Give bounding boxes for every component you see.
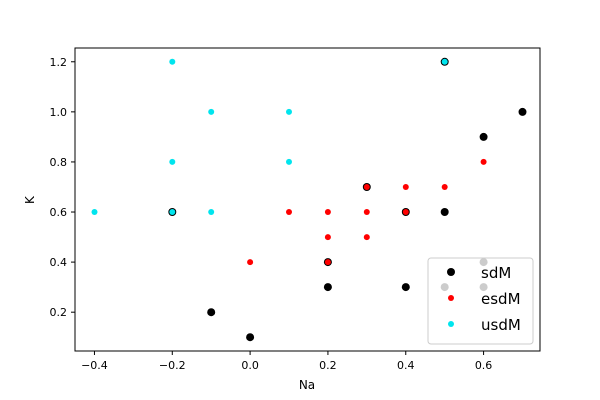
- y-tick-label: 1.2: [50, 56, 68, 69]
- y-tick-label: 1.0: [50, 106, 68, 119]
- data-point: [402, 209, 409, 215]
- plot-frame: [74, 47, 541, 352]
- y-tick-label: 0.2: [50, 306, 68, 319]
- legend-marker: [448, 295, 454, 301]
- x-tick-label: 0.2: [319, 359, 337, 372]
- data-point: [441, 58, 448, 65]
- x-tick-label: 0.0: [241, 359, 259, 372]
- data-point: [479, 132, 488, 141]
- x-axis-ticks: −0.4 −0.2 0.0 0.2 0.4 0.6: [81, 351, 492, 372]
- data-point: [363, 209, 370, 215]
- data-point: [286, 108, 292, 115]
- x-tick-label: 0.6: [475, 359, 493, 372]
- legend-label: esdM: [481, 290, 521, 308]
- legend-marker: [447, 268, 455, 276]
- data-point: [401, 283, 410, 292]
- y-tick-label: 0.4: [50, 256, 68, 269]
- data-point: [286, 158, 292, 165]
- y-axis-ticks: 0.2 0.4 0.6 0.8 1.0 1.2: [50, 56, 75, 319]
- x-tick-label: −0.2: [159, 359, 186, 372]
- x-axis-label: Na: [299, 378, 315, 392]
- legend-marker: [448, 321, 454, 327]
- data-point: [246, 333, 255, 342]
- data-point: [324, 234, 331, 241]
- data-point: [247, 259, 254, 266]
- data-point: [363, 234, 370, 241]
- data-point: [208, 108, 215, 115]
- data-point: [324, 259, 331, 266]
- data-point: [324, 209, 331, 215]
- data-point: [402, 184, 409, 190]
- data-point: [363, 184, 370, 190]
- data-point: [169, 209, 176, 215]
- data-point: [286, 209, 292, 215]
- legend-label: usdM: [481, 316, 521, 334]
- series-esdM: [247, 158, 487, 266]
- data-point: [169, 58, 176, 65]
- series-usdM: [91, 58, 448, 215]
- legend-frame: [427, 257, 534, 345]
- data-point: [169, 158, 176, 165]
- data-point: [207, 308, 216, 317]
- data-point: [518, 107, 527, 116]
- legend-label: sdM: [481, 264, 511, 282]
- y-axis-label: K: [23, 195, 37, 204]
- data-point: [208, 209, 215, 215]
- legend: sdM esdM usdM: [427, 257, 534, 345]
- data-point: [480, 158, 487, 165]
- data-point: [91, 209, 98, 215]
- x-tick-label: 0.4: [397, 359, 415, 372]
- x-tick-label: −0.4: [81, 359, 108, 372]
- data-point: [440, 208, 449, 216]
- data-point: [323, 283, 332, 292]
- y-tick-label: 0.8: [50, 156, 68, 169]
- y-tick-label: 0.6: [50, 206, 68, 219]
- data-point: [441, 184, 448, 190]
